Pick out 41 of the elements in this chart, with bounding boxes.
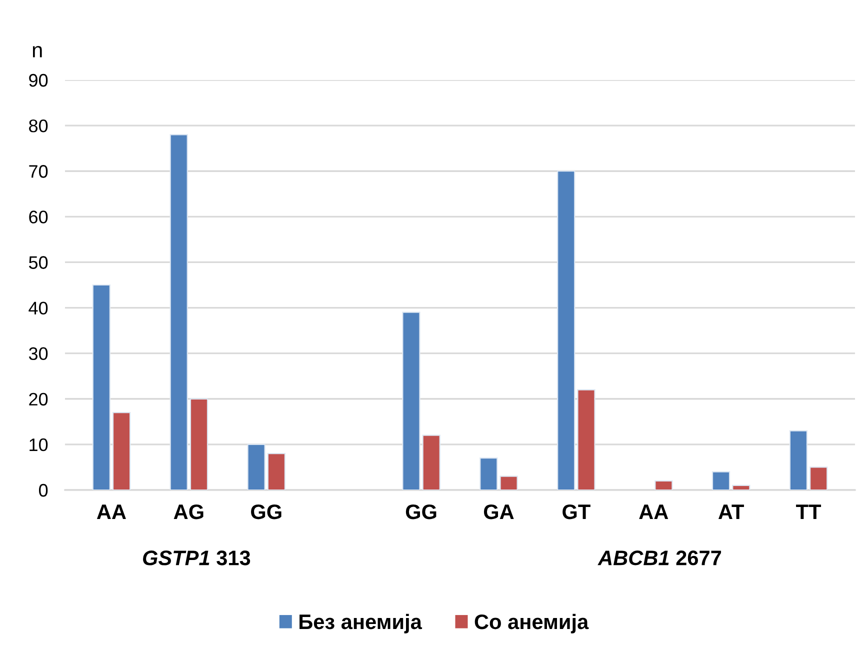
y-tick-label: 40 bbox=[28, 302, 48, 314]
bar bbox=[500, 476, 518, 490]
y-tick-label: 0 bbox=[39, 484, 48, 497]
y-tick-label: 70 bbox=[29, 165, 48, 178]
bar bbox=[170, 134, 188, 490]
bar bbox=[789, 430, 808, 490]
x-tick-label: GT bbox=[562, 504, 590, 520]
x-tick-label: AT bbox=[718, 504, 744, 519]
bar bbox=[810, 466, 828, 490]
y-tick-label: 30 bbox=[28, 347, 48, 360]
x-tick-label: AG bbox=[174, 504, 204, 520]
bar bbox=[480, 458, 498, 490]
x-tick-label: GG bbox=[251, 504, 282, 520]
x-tick-label: TT bbox=[796, 504, 822, 519]
x-tick-label: GA bbox=[484, 504, 514, 520]
bar bbox=[267, 453, 286, 490]
y-tick-label: 90 bbox=[29, 74, 48, 87]
bar bbox=[112, 412, 131, 490]
y-axis-title: n bbox=[32, 46, 42, 58]
text: ABCB1 2677 bbox=[598, 550, 722, 566]
bar bbox=[402, 312, 420, 490]
bar bbox=[92, 284, 110, 490]
bar bbox=[190, 398, 208, 490]
y-tick-label: 80 bbox=[29, 119, 48, 132]
text: GSTP1 313 bbox=[143, 550, 250, 566]
y-tick-label: 10 bbox=[30, 438, 48, 452]
bar bbox=[247, 444, 266, 490]
y-tick-label: 20 bbox=[29, 392, 48, 406]
y-tick-label: 50 bbox=[28, 256, 48, 269]
bar bbox=[557, 170, 576, 490]
legend-label: Со анемија bbox=[474, 614, 589, 634]
x-tick-label: AA bbox=[96, 504, 126, 519]
bar bbox=[577, 389, 596, 490]
bar bbox=[654, 480, 673, 490]
bar bbox=[422, 434, 440, 490]
bar bbox=[712, 471, 730, 490]
x-tick-label: GG bbox=[406, 504, 436, 520]
x-tick-label: AA bbox=[639, 504, 668, 519]
bar bbox=[732, 484, 750, 490]
y-tick-label: 60 bbox=[29, 210, 48, 224]
legend-label: Без анемија bbox=[300, 614, 422, 634]
